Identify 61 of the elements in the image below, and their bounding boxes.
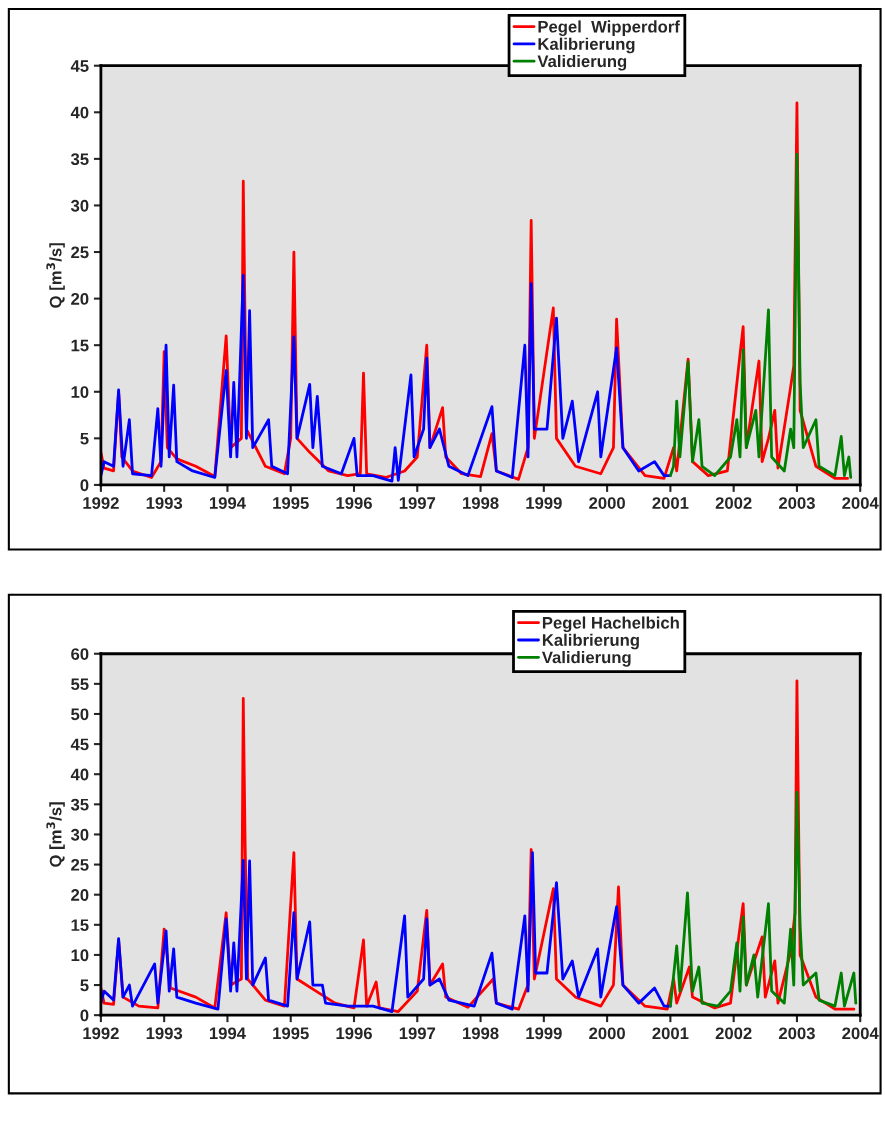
x-tick-label: 2001 [652,1027,689,1040]
x-tick-label: 1997 [399,1027,436,1040]
x-tick-label: 2004 [842,1027,879,1040]
y-tick-label: 55 [71,678,89,691]
y-tick-label: 25 [71,858,89,871]
y-tick-label: 25 [71,246,89,259]
legend-label: Validierung [541,651,631,667]
y-tick-label: 45 [70,738,89,751]
y-axis-title: Q [m$^{3}$/s] [46,243,65,308]
legend-label: Kalibrierung [538,37,635,54]
x-tick-label: 1995 [273,497,309,509]
x-tick-label: 1998 [463,1027,499,1040]
y-tick-label: 10 [71,949,89,962]
x-tick-label: 1996 [336,1027,372,1040]
y-tick-label: 5 [80,432,89,445]
x-tick-label: 2001 [652,497,689,509]
x-tick-label: 1994 [209,497,246,509]
line-series [669,152,853,479]
line-series [100,851,672,1013]
x-tick-label: 1996 [336,497,372,509]
x-tick-label: 1992 [83,497,119,509]
y-tick-label: 20 [71,293,89,305]
y-tick-label: 5 [80,979,89,992]
y-tick-label: 30 [70,828,89,841]
y-tick-label: 15 [71,919,89,932]
x-tick-label: 2003 [778,1027,815,1040]
y-tick-label: 35 [70,153,89,166]
x-tick-label: 1999 [526,497,562,509]
x-tick-label: 1998 [463,497,499,509]
y-tick-label: 40 [70,106,89,119]
x-tick-label: 1993 [146,1027,183,1040]
x-tick-label: 2003 [778,497,815,509]
x-tick-label: 1994 [209,1027,246,1040]
x-tick-label: 1995 [273,1027,309,1040]
legend-label: Validierung [537,54,627,71]
x-tick-label: 2002 [715,1027,752,1040]
x-tick-label: 1993 [146,497,183,509]
y-tick-label: 40 [70,768,89,781]
x-tick-label: 1992 [83,1027,119,1040]
y-tick-label: 20 [71,889,89,901]
x-tick-label: 1997 [399,497,436,509]
legend-label: Pegel Hachelbich [542,616,679,633]
y-tick-label: 0 [80,1009,89,1022]
y-tick-label: 15 [71,339,89,352]
y-tick-label: 35 [70,798,89,811]
x-tick-label: 2002 [715,497,752,509]
y-axis-title: Q [m$^{3}$/s] [46,802,65,867]
y-tick-label: 45 [70,60,89,72]
x-tick-label: 1999 [526,1027,562,1040]
x-tick-label: 2000 [589,497,625,509]
y-tick-label: 0 [80,479,89,492]
y-tick-label: 50 [71,708,89,721]
legend-label: Kalibrierung [542,633,639,650]
x-tick-label: 2000 [589,1027,625,1040]
y-tick-label: 60 [71,648,89,660]
y-tick-label: 30 [70,199,89,212]
line-series [669,790,858,1008]
y-tick-label: 10 [71,386,89,398]
legend-label: Pegel Wipperdorf [538,20,680,36]
line-series [100,273,672,483]
x-tick-label: 2004 [842,497,879,509]
